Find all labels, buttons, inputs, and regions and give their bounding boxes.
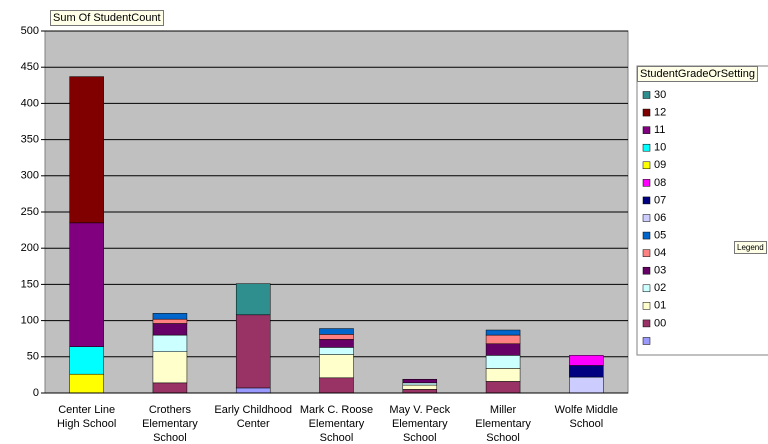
bar-segment bbox=[152, 351, 188, 384]
legend-swatch bbox=[642, 143, 651, 152]
legend-box bbox=[636, 65, 768, 356]
bar-segment bbox=[69, 76, 104, 224]
bar-segment bbox=[402, 378, 438, 384]
bar-segment bbox=[235, 387, 271, 394]
bar-segment bbox=[402, 382, 438, 386]
bar-segment bbox=[235, 283, 271, 316]
legend-swatch bbox=[642, 126, 651, 134]
bar-segment bbox=[152, 318, 188, 324]
legend-swatch bbox=[642, 284, 651, 293]
bar-segment bbox=[319, 339, 354, 348]
bar-segment bbox=[152, 382, 188, 394]
legend-label: 00 bbox=[654, 317, 666, 329]
x-tick-label: Early Childhood Center bbox=[214, 404, 293, 430]
legend-label: 10 bbox=[654, 142, 666, 154]
x-tick-label: Mark C. Roose Elementary School bbox=[299, 404, 374, 444]
legend-button[interactable]: Legend bbox=[734, 241, 767, 254]
y-tick-label: 150 bbox=[21, 278, 39, 290]
bar-segment bbox=[485, 343, 521, 356]
bar-segment bbox=[152, 323, 188, 336]
bar-segment bbox=[69, 222, 104, 347]
x-tick-label: Wolfe Middle School bbox=[554, 404, 619, 430]
legend-label: 04 bbox=[654, 247, 666, 259]
x-tick-label: Crothers Elementary School bbox=[142, 404, 198, 444]
bar-segment bbox=[485, 381, 521, 394]
bar-segment bbox=[485, 355, 521, 369]
legend-label: 09 bbox=[654, 159, 666, 171]
y-tick-label: 350 bbox=[21, 134, 39, 146]
bar-segment bbox=[485, 329, 521, 336]
legend-label: 02 bbox=[654, 282, 666, 294]
bar-segment bbox=[319, 377, 354, 394]
bar-segment bbox=[402, 389, 438, 394]
bar-segment bbox=[152, 334, 188, 352]
y-tick-label: 200 bbox=[21, 242, 39, 254]
x-tick-label: Miller Elementary School bbox=[475, 404, 531, 444]
bar-segment bbox=[569, 376, 604, 394]
legend-swatch bbox=[642, 214, 651, 222]
legend-label: 11 bbox=[654, 124, 665, 136]
legend-label: 03 bbox=[654, 265, 666, 277]
y-tick-label: 500 bbox=[21, 25, 39, 37]
x-tick-label: Center Line High School bbox=[56, 404, 117, 430]
legend-label: 30 bbox=[654, 89, 666, 101]
bar-segment bbox=[569, 355, 604, 366]
legend-swatch bbox=[642, 196, 651, 205]
bar-segment bbox=[485, 368, 521, 382]
y-tick-label: 50 bbox=[27, 351, 39, 363]
legend-label: 08 bbox=[654, 177, 666, 189]
legend-label: 05 bbox=[654, 229, 666, 241]
bar-segment bbox=[69, 373, 104, 394]
bar-segment bbox=[319, 334, 354, 340]
bar-segment bbox=[235, 314, 271, 389]
bar-segment bbox=[152, 313, 188, 320]
y-tick-label: 100 bbox=[21, 315, 39, 327]
y-tick-label: 300 bbox=[21, 170, 39, 182]
bar-segment bbox=[569, 365, 604, 378]
y-tick-label: 0 bbox=[33, 387, 39, 399]
bar-segment bbox=[69, 346, 104, 375]
bar-segment bbox=[319, 328, 354, 335]
legend-swatch bbox=[642, 266, 651, 275]
legend-label: 12 bbox=[654, 106, 666, 118]
legend-swatch bbox=[642, 161, 651, 170]
legend-swatch bbox=[642, 319, 651, 328]
y-tick-label: 400 bbox=[21, 97, 39, 109]
bar-segment bbox=[402, 384, 438, 390]
legend-swatch bbox=[642, 302, 651, 310]
legend-label: 07 bbox=[654, 194, 666, 206]
legend-swatch bbox=[642, 91, 651, 99]
value-field-button[interactable]: Sum Of StudentCount bbox=[50, 10, 164, 26]
legend-swatch bbox=[642, 108, 651, 117]
legend-swatch bbox=[642, 179, 651, 187]
legend-swatch bbox=[642, 231, 651, 240]
legend-label: 06 bbox=[654, 212, 666, 224]
legend-label: 01 bbox=[654, 300, 666, 312]
legend-swatch bbox=[642, 337, 651, 345]
y-tick-label: 250 bbox=[21, 206, 39, 218]
x-tick-label: May V. Peck Elementary School bbox=[389, 404, 451, 444]
bar-segment bbox=[319, 354, 354, 379]
bar-segment bbox=[485, 334, 521, 345]
y-tick-label: 450 bbox=[21, 61, 39, 73]
legend-title-button[interactable]: StudentGradeOrSetting bbox=[637, 66, 758, 82]
bar-segment bbox=[319, 347, 354, 355]
legend-swatch bbox=[642, 249, 651, 257]
